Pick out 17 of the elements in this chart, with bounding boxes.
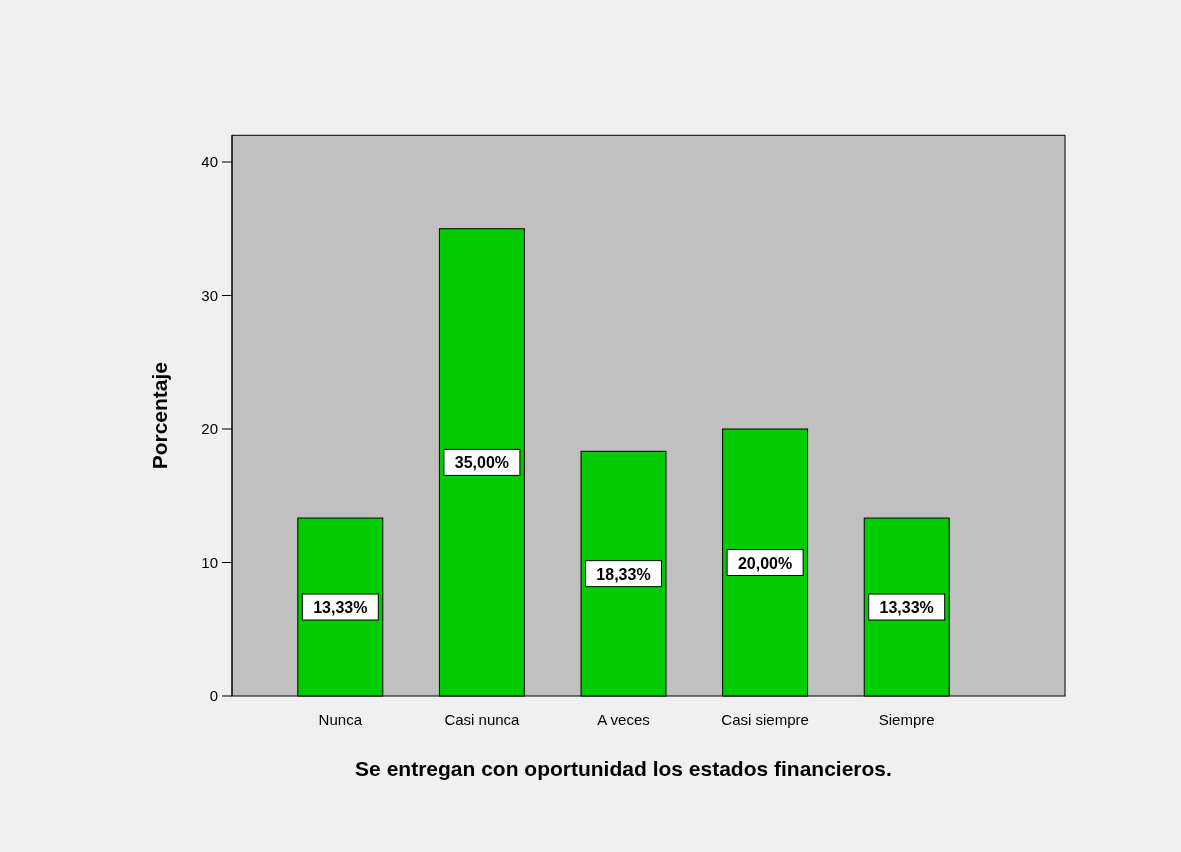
- data-label: 18,33%: [596, 565, 651, 583]
- y-tick-label: 20: [201, 420, 218, 437]
- data-label: 20,00%: [737, 554, 793, 572]
- y-axis-title: Porcentaje: [148, 361, 171, 470]
- y-tick-label: 10: [201, 553, 218, 571]
- data-label: 13,33%: [879, 599, 934, 617]
- y-tick-label: 0: [209, 687, 218, 704]
- data-label: 35,00%: [454, 454, 510, 472]
- x-tick-label: Siempre: [878, 711, 935, 728]
- x-tick-label: Casi siempre: [721, 711, 809, 728]
- y-tick-label: 30: [201, 286, 218, 304]
- y-tick-label: 40: [201, 153, 218, 170]
- x-tick-label: Nunca: [318, 711, 363, 728]
- x-tick-label: A veces: [597, 711, 650, 728]
- x-tick-label: Casi nunca: [444, 711, 521, 728]
- data-label: 13,33%: [313, 599, 368, 617]
- x-axis-title: Se entregan con oportunidad los estados financieros.: [355, 757, 892, 780]
